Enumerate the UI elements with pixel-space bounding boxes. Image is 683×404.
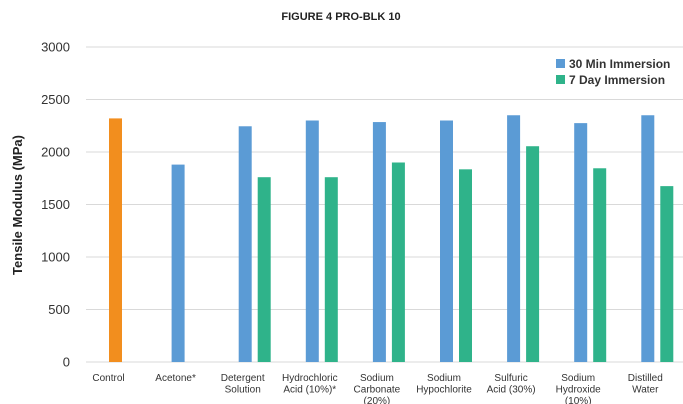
x-category-label-line: Detergent bbox=[221, 373, 265, 384]
x-category-label-line: Hypochlorite bbox=[416, 385, 472, 396]
x-category-label-line: Sodium bbox=[427, 373, 461, 384]
bar-30-min bbox=[372, 122, 386, 362]
x-category-label: Detergent Solution bbox=[221, 373, 265, 396]
legend: 30 Min Immersion 7 Day Immersion bbox=[556, 57, 670, 87]
bar-7-day bbox=[257, 177, 271, 362]
bar-7-day bbox=[324, 177, 338, 362]
x-category-label-line: Acid (30%) bbox=[487, 385, 536, 396]
legend-swatch-30-min bbox=[556, 59, 565, 68]
y-tick-label: 2000 bbox=[41, 145, 70, 160]
x-category-label-line: Carbonate bbox=[354, 385, 401, 396]
bar-7-day bbox=[459, 169, 472, 362]
x-category-label-line: Hydrochloric bbox=[282, 373, 338, 384]
x-category-label: Sulfuric Acid (30%) bbox=[487, 373, 536, 396]
x-category-label-line: Sodium bbox=[561, 373, 595, 384]
x-category-label: Sodium Carbonate (20%) bbox=[354, 373, 401, 404]
x-category-label-line: Hydroxide bbox=[556, 385, 601, 396]
x-category-label-line: Solution bbox=[225, 385, 261, 396]
bar-30-min bbox=[238, 126, 252, 363]
bar-30-min bbox=[574, 123, 588, 362]
x-category-label: Sodium Hydroxide (10%) bbox=[556, 373, 601, 404]
x-category-label-line: Distilled bbox=[628, 373, 663, 384]
y-tick-label: 0 bbox=[63, 355, 70, 370]
x-category-label-line: Acetone* bbox=[155, 373, 196, 384]
bar-7-day bbox=[593, 168, 607, 362]
x-category-label-line: Sodium bbox=[360, 373, 394, 384]
x-category-label: Control bbox=[92, 373, 124, 384]
x-category-label-line: Water bbox=[632, 385, 659, 396]
y-tick-label: 2500 bbox=[41, 92, 70, 107]
x-category-label-line: Control bbox=[92, 373, 124, 384]
bar-7-day bbox=[391, 162, 405, 362]
y-tick-label: 500 bbox=[48, 302, 70, 317]
bar-30-min bbox=[440, 120, 453, 362]
x-axis-categories: Control Acetone* Detergent Solution Hydrochl… bbox=[92, 373, 662, 404]
y-tick-label: 3000 bbox=[41, 40, 70, 55]
x-category-label: Acetone* bbox=[155, 373, 196, 384]
bar-7-day bbox=[526, 146, 540, 362]
chart-title: FIGURE 4 PRO-BLK 10 bbox=[281, 11, 400, 23]
x-category-label: Sodium Hypochlorite bbox=[416, 373, 472, 396]
legend-swatch-7-day bbox=[556, 75, 565, 84]
bar-30-min bbox=[507, 115, 521, 362]
bar-30-min bbox=[171, 164, 185, 362]
bar-control bbox=[109, 118, 122, 363]
x-category-label-line: (20%) bbox=[364, 396, 391, 404]
bar-7-day bbox=[660, 186, 674, 362]
x-category-label: Distilled Water bbox=[628, 373, 663, 396]
legend-label-7-day: 7 Day Immersion bbox=[569, 73, 665, 87]
bar-30-min bbox=[641, 115, 655, 362]
y-tick-label: 1000 bbox=[41, 250, 70, 265]
legend-label-30-min: 30 Min Immersion bbox=[569, 57, 670, 71]
x-category-label-line: (10%) bbox=[565, 396, 592, 404]
x-category-label-line: Sulfuric bbox=[494, 373, 527, 384]
x-category-label: Hydrochloric Acid (10%)* bbox=[282, 373, 338, 396]
y-axis-ticks: 0 500 1000 1500 2000 2500 3000 bbox=[41, 40, 70, 370]
bars bbox=[109, 115, 674, 363]
y-axis-label: Tensile Modulus (MPa) bbox=[10, 135, 25, 275]
x-category-label-line: Acid (10%)* bbox=[283, 385, 336, 396]
bar-30-min bbox=[305, 120, 319, 362]
y-tick-label: 1500 bbox=[41, 197, 70, 212]
